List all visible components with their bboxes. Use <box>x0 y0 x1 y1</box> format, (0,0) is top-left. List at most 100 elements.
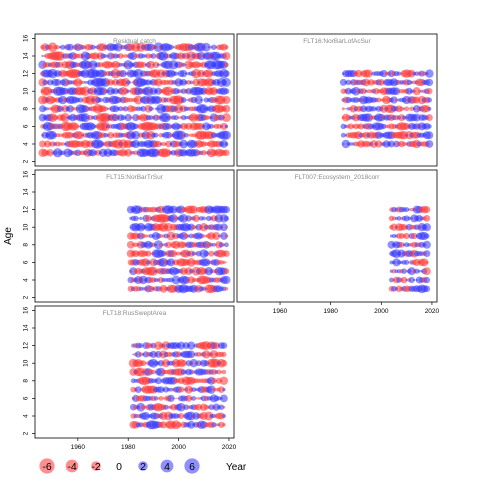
residual-bubble <box>138 343 144 349</box>
residual-bubble <box>197 69 205 78</box>
residual-bubble <box>122 106 129 112</box>
residual-bubble <box>169 250 178 258</box>
residual-bubble <box>39 140 47 148</box>
residual-bubble <box>426 88 433 95</box>
residual-bubble <box>168 44 174 50</box>
residual-bubble <box>184 72 188 75</box>
residual-bubble <box>55 45 60 50</box>
residual-bubble <box>222 52 231 60</box>
legend-bubble <box>138 461 148 471</box>
residual-bubble <box>199 104 209 114</box>
panel-frame <box>34 33 235 167</box>
residual-bubble <box>222 104 231 113</box>
residual-bubble <box>211 242 216 247</box>
residual-bubble <box>187 420 196 429</box>
residual-bubble <box>347 123 354 130</box>
residual-bubble <box>83 80 87 84</box>
residual-bubble <box>123 54 128 58</box>
residual-bubble <box>138 286 143 291</box>
residual-bubble <box>148 266 158 276</box>
y-tick-label: 14 <box>23 52 30 60</box>
residual-bubble <box>173 115 179 121</box>
residual-bubble <box>173 216 179 221</box>
residual-bubble <box>423 285 431 293</box>
residual-bubble <box>152 107 155 110</box>
x-tick-label: 2000 <box>171 444 186 451</box>
residual-bubble <box>140 360 147 367</box>
residual-bubble <box>132 353 135 356</box>
y-tick-label: 6 <box>23 396 30 400</box>
y-tick-label: 16 <box>23 170 30 178</box>
bubble-group <box>128 341 229 430</box>
residual-bubble <box>224 287 229 291</box>
residual-bubble <box>153 42 164 53</box>
residual-bubble <box>207 46 210 49</box>
residual-bubble <box>161 112 171 123</box>
residual-bubble <box>425 260 429 264</box>
residual-bubble <box>178 386 185 393</box>
residual-bubble <box>154 78 163 87</box>
residual-bubble <box>179 213 189 223</box>
legend-bubble <box>160 459 174 473</box>
residual-bubble <box>400 276 408 284</box>
residual-bubble <box>46 107 50 111</box>
residual-bubble <box>422 223 431 232</box>
residual-bubble <box>132 123 139 130</box>
residual-bubble <box>60 112 70 123</box>
residual-bubble <box>191 225 196 230</box>
residual-bubble <box>154 377 162 385</box>
y-tick-label: 12 <box>23 206 30 214</box>
residual-bubble <box>411 232 418 240</box>
x-tick-label: 1980 <box>121 444 136 451</box>
residual-bubble <box>409 89 414 94</box>
residual-bubble <box>152 61 160 69</box>
residual-bubble <box>366 89 371 94</box>
residual-bubble <box>218 421 225 428</box>
residual-bubble <box>189 358 198 368</box>
residual-bubble <box>425 140 434 148</box>
residual-bubble <box>423 250 431 258</box>
residual-bubble <box>169 205 178 214</box>
residual-bubble <box>220 122 228 130</box>
residual-bubble <box>340 123 347 130</box>
x-tick-label: 2000 <box>374 308 389 315</box>
residual-bubble <box>205 241 212 248</box>
residual-bubble <box>224 242 229 248</box>
residual-bubble <box>158 396 164 401</box>
residual-bubble <box>103 132 108 138</box>
residual-bubble <box>129 116 133 120</box>
residual-bubble <box>156 63 160 67</box>
residual-bubble <box>194 95 203 105</box>
residual-bubble <box>207 385 216 394</box>
residual-bubble <box>191 387 197 393</box>
residual-bubble <box>157 386 165 393</box>
residual-bubble <box>221 113 231 123</box>
residual-bubble <box>218 404 225 410</box>
residual-bubble <box>211 422 217 428</box>
residual-bubble <box>201 42 211 52</box>
residual-bubble <box>177 341 186 350</box>
residual-bubble <box>380 69 388 78</box>
residual-bubble <box>401 141 407 147</box>
residual-bubble <box>201 216 206 221</box>
residual-bubble <box>420 258 429 267</box>
residual-bubble <box>401 115 407 120</box>
residual-bubble <box>173 71 179 76</box>
residual-bubble <box>77 97 84 103</box>
residual-bubble <box>222 260 226 265</box>
residual-bubble <box>41 54 44 58</box>
y-tick-label: 6 <box>23 260 30 264</box>
y-tick-label: 8 <box>23 107 30 111</box>
residual-bubble <box>425 69 434 78</box>
bubble-group <box>38 42 231 158</box>
residual-bubble <box>162 386 170 393</box>
residual-bubble <box>179 139 189 149</box>
residual-bubble <box>422 267 431 276</box>
legend: -6 -4 -2 0 2 4 6 <box>39 458 200 474</box>
residual-bubble <box>149 252 152 255</box>
residual-bubble <box>165 241 172 248</box>
residual-bubble <box>220 394 228 403</box>
residual-bubble <box>222 275 231 285</box>
residual-bubble <box>340 132 346 138</box>
residual-bubble <box>90 44 96 50</box>
